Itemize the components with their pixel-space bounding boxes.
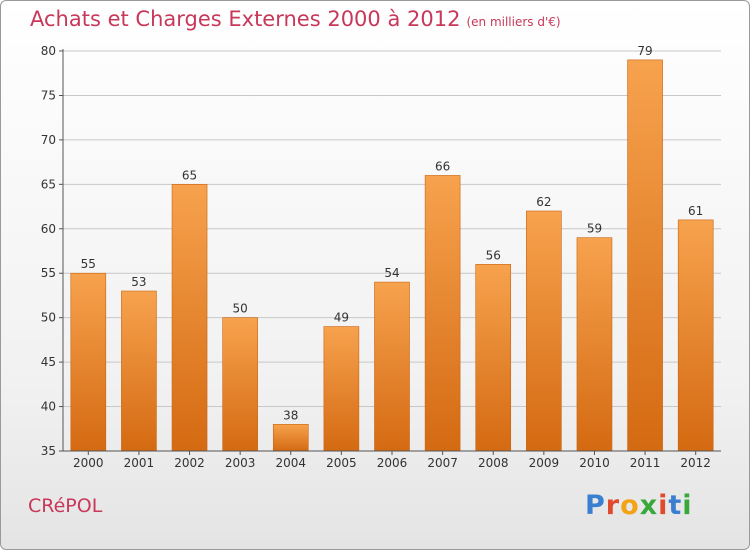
logo-letter: t	[668, 490, 683, 521]
bar-2006	[374, 281, 410, 452]
y-tick-label: 40	[41, 400, 56, 414]
bar-2010	[576, 237, 613, 452]
proxiti-logo: Proxiti	[585, 490, 693, 521]
value-label-2005: 49	[334, 311, 349, 325]
y-tick-label: 75	[41, 88, 56, 102]
value-label-2007: 66	[435, 159, 450, 173]
value-label-2010: 59	[587, 222, 602, 236]
place-name: CRéPOL	[28, 495, 103, 517]
x-tick-label-2003: 2003	[225, 456, 256, 470]
chart-subtitle: (en milliers d'€)	[466, 15, 561, 29]
logo-letter: i	[658, 490, 669, 521]
bar-2001	[121, 290, 157, 452]
bar-2003	[222, 317, 258, 452]
value-label-2012: 61	[688, 204, 703, 218]
y-tick-label: 50	[41, 311, 56, 325]
y-tick-label: 60	[41, 222, 56, 236]
x-tick-label-2000: 2000	[73, 456, 104, 470]
bar-2007	[424, 175, 461, 452]
bar-2012	[677, 219, 714, 452]
bar-2011	[627, 59, 663, 452]
value-label-2000: 55	[81, 257, 96, 271]
logo-letter: x	[639, 490, 659, 521]
logo-letter: P	[585, 490, 606, 521]
bar-2005	[323, 326, 360, 452]
x-tick-label-2007: 2007	[427, 456, 458, 470]
logo-letter: i	[682, 490, 693, 521]
y-tick-label: 45	[41, 355, 56, 369]
x-tick-label-2011: 2011	[630, 456, 661, 470]
labels: 35 40 45 50 55 60 65 70 75 80 55 2000 53 2001 65 2002 50…	[41, 44, 711, 470]
value-label-2003: 50	[233, 302, 248, 316]
y-tick-label: 65	[41, 177, 56, 191]
bars	[70, 59, 714, 452]
x-tick-label-2005: 2005	[326, 456, 357, 470]
value-label-2006: 54	[384, 266, 399, 280]
bar-2002	[171, 184, 208, 452]
bar-2004	[272, 424, 309, 452]
x-tick-label-2012: 2012	[680, 456, 711, 470]
value-label-2002: 65	[182, 168, 197, 182]
bar-2008	[475, 264, 512, 452]
value-label-2004: 38	[283, 408, 298, 422]
x-tick-label-2004: 2004	[275, 456, 306, 470]
x-tick-label-2009: 2009	[529, 456, 560, 470]
bar-2009	[526, 210, 562, 452]
y-tick-label: 70	[41, 133, 56, 147]
x-tick-label-2010: 2010	[579, 456, 610, 470]
value-label-2001: 53	[131, 275, 146, 289]
chart-title: Achats et Charges Externes 2000 à 2012 (e…	[30, 7, 561, 31]
value-label-2011: 79	[637, 44, 652, 58]
bar-2000	[70, 272, 107, 452]
logo-letter: o	[620, 490, 640, 521]
y-tick-label: 55	[41, 266, 56, 280]
logo-letter: r	[605, 490, 621, 521]
value-label-2008: 56	[486, 248, 501, 262]
y-tick-label: 35	[41, 444, 56, 458]
value-label-2009: 62	[536, 195, 551, 209]
y-tick-label: 80	[41, 44, 56, 58]
x-tick-label-2006: 2006	[377, 456, 408, 470]
chart-title-text: Achats et Charges Externes 2000 à 2012	[30, 7, 461, 31]
axes	[59, 49, 721, 455]
x-tick-label-2001: 2001	[124, 456, 155, 470]
x-tick-label-2002: 2002	[174, 456, 205, 470]
x-tick-label-2008: 2008	[478, 456, 509, 470]
